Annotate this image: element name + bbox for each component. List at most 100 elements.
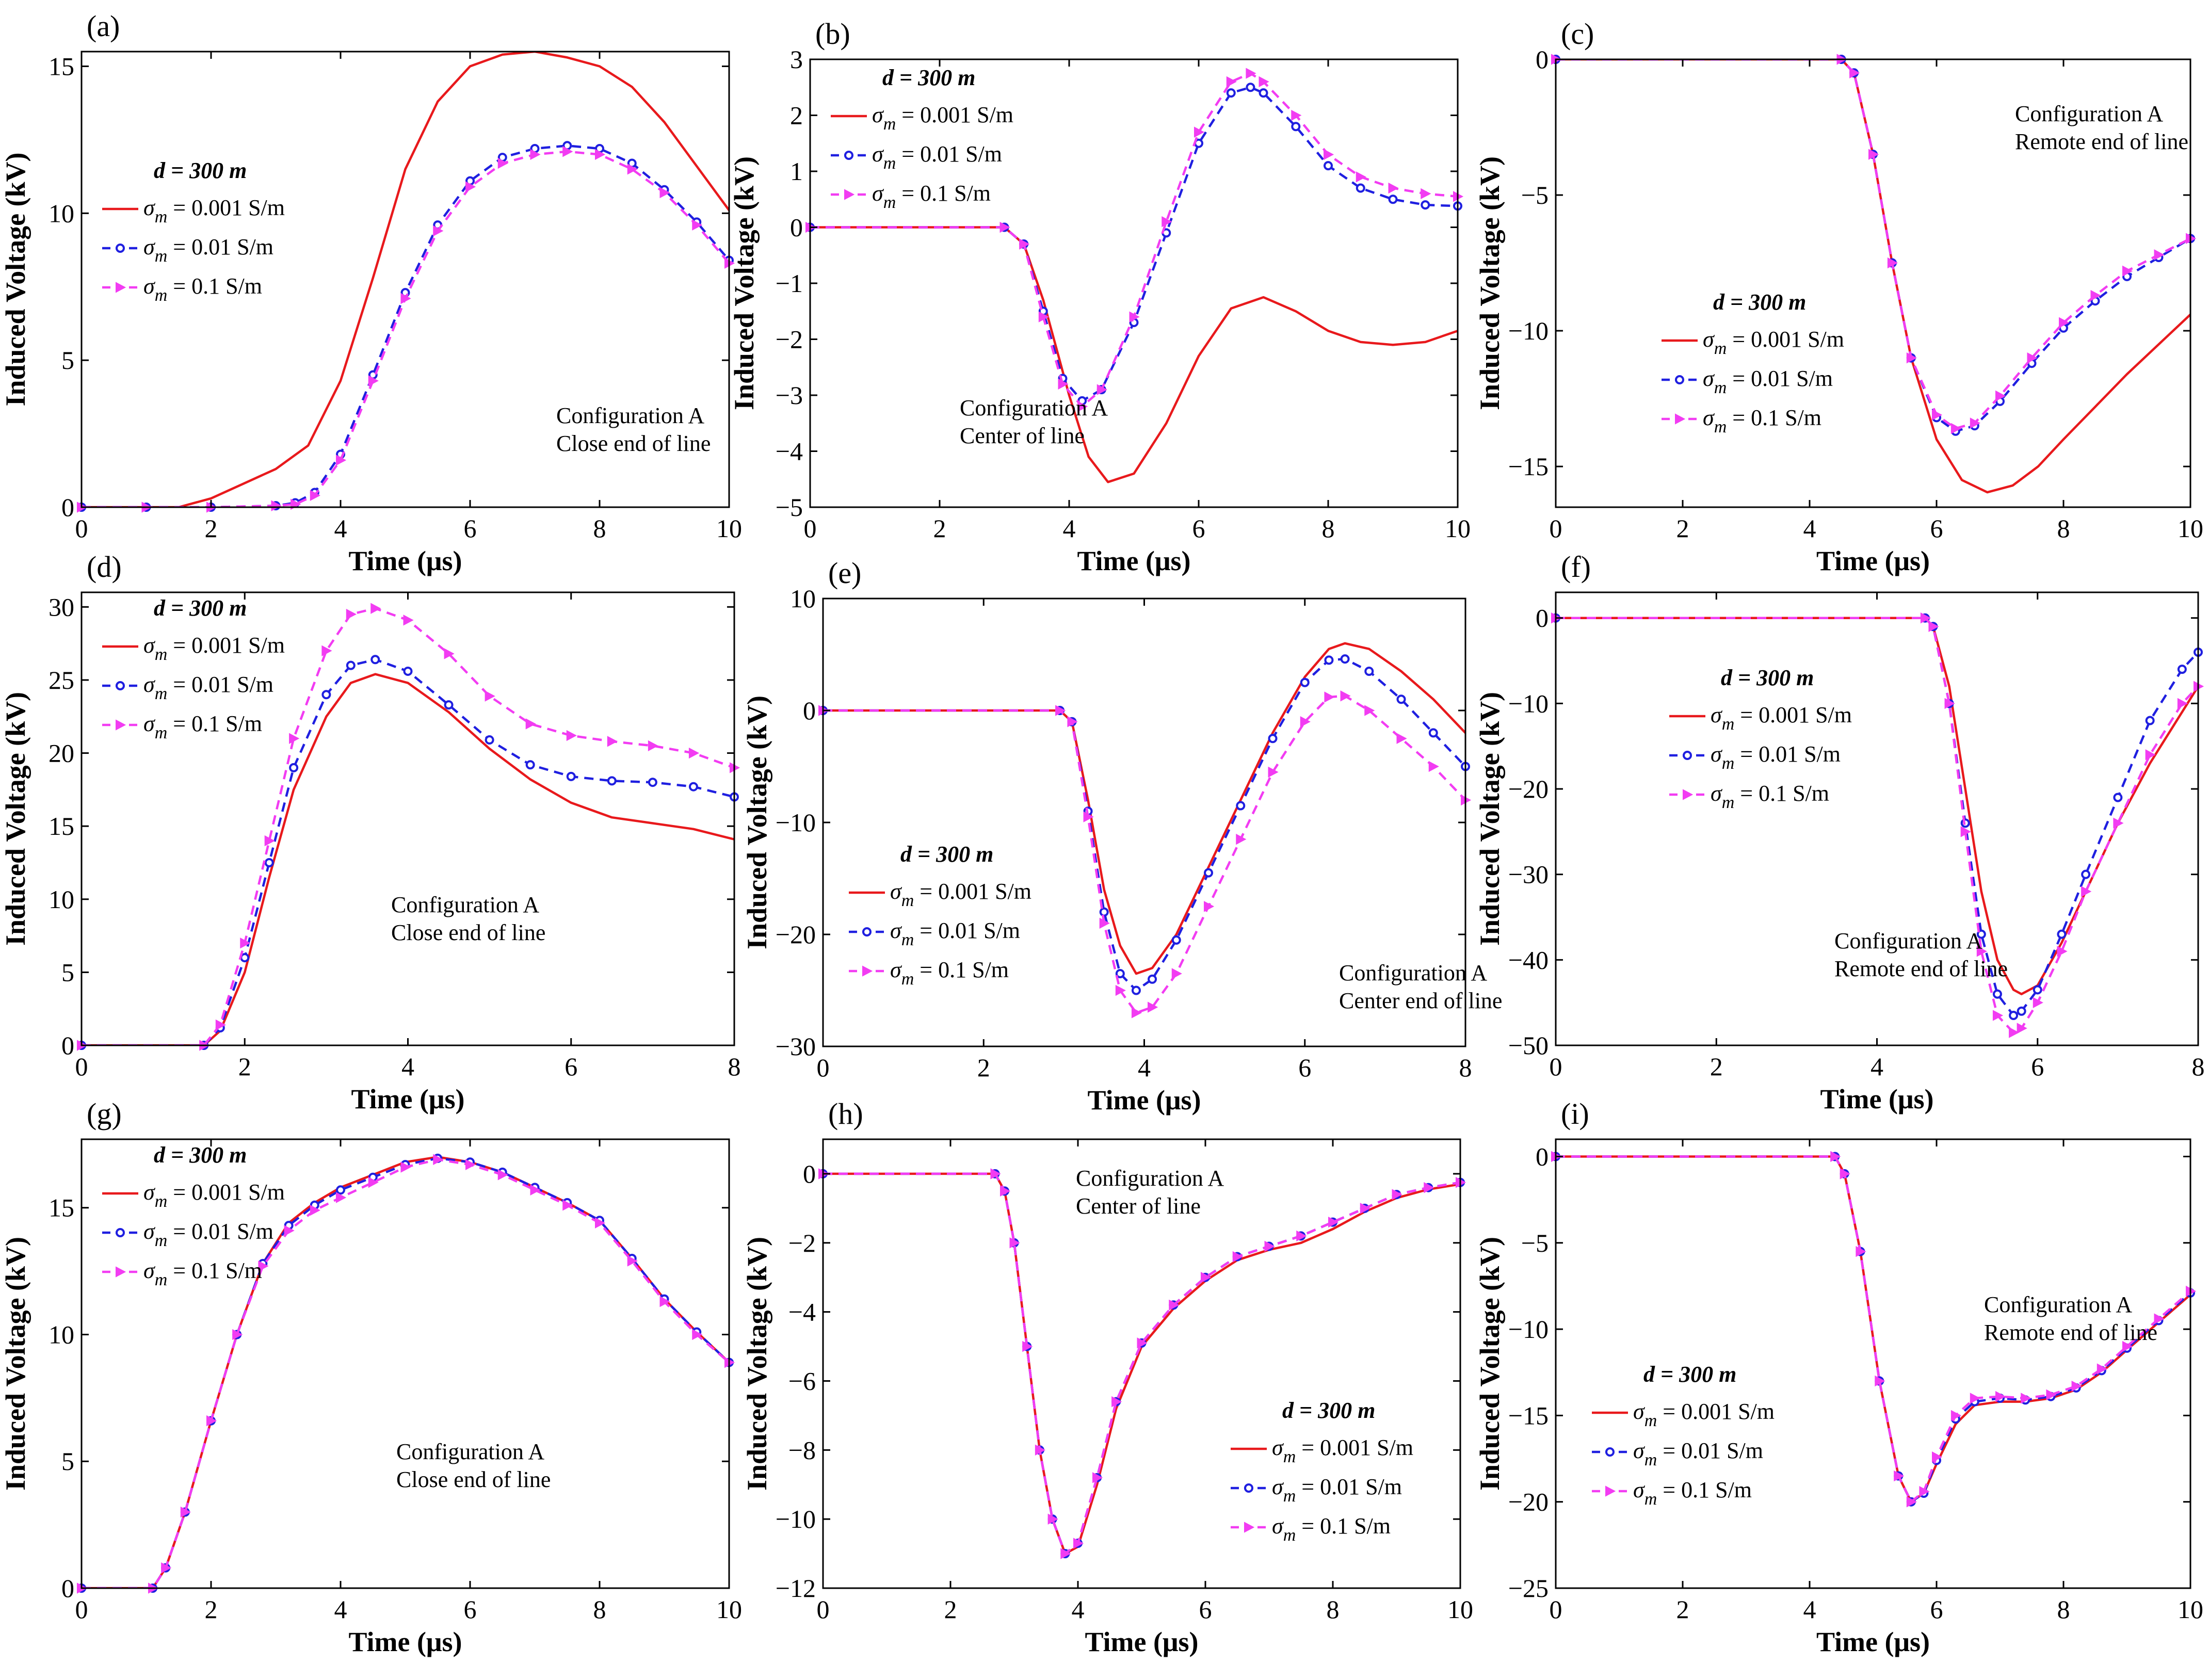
data-point [240, 938, 251, 949]
legend-title: d = 300 m [1282, 1398, 1375, 1423]
data-point [1115, 984, 1126, 996]
y-tick-label: −30 [1508, 860, 1549, 889]
legend-title: d = 300 m [154, 158, 247, 183]
y-tick-label: 0 [61, 493, 74, 522]
y-tick-label: −1 [776, 269, 803, 298]
x-tick-label: 8 [2057, 1595, 2070, 1624]
legend-label: σm = 0.1 S/m [1711, 781, 1829, 812]
data-point [1019, 238, 1030, 250]
y-tick-label: 0 [790, 213, 803, 242]
series-line [1556, 617, 2198, 995]
x-tick-label: 6 [1930, 514, 1943, 543]
legend-marker [844, 189, 855, 200]
y-tick-label: 20 [49, 739, 74, 768]
y-tick-label: 0 [61, 1031, 74, 1060]
data-point [1148, 974, 1157, 984]
series-line [1556, 59, 2190, 430]
data-point [2113, 793, 2123, 802]
data-point [180, 1506, 191, 1518]
data-point [433, 225, 444, 237]
y-tick-label: −2 [776, 325, 803, 354]
data-point [1868, 149, 1879, 160]
x-tick-label: 2 [205, 514, 218, 543]
data-point [1092, 1472, 1103, 1483]
data-point [525, 760, 535, 770]
data-point [1950, 423, 1962, 434]
y-axis-label: Induced Voltage (kV) [0, 692, 31, 946]
x-tick-label: 8 [1327, 1595, 1340, 1624]
data-point [1246, 83, 1255, 92]
panel-label: (b) [815, 17, 850, 51]
annotation-text: Configuration A [396, 1439, 544, 1464]
data-point [264, 835, 275, 847]
data-point [2033, 985, 2042, 995]
data-point [1976, 929, 1986, 939]
series-line [82, 673, 734, 1045]
data-point [1232, 1251, 1243, 1263]
data-point [403, 666, 413, 676]
legend-marker [116, 719, 126, 731]
data-point [485, 735, 494, 745]
data-point [1058, 378, 1069, 390]
data-point [1097, 384, 1107, 395]
x-tick-label: 4 [1871, 1052, 1883, 1081]
data-point [648, 740, 659, 752]
data-point [627, 1255, 638, 1267]
legend-marker [116, 244, 125, 253]
legend-label: σm = 0.001 S/m [890, 879, 1031, 910]
series-line [82, 1158, 729, 1588]
data-point [1148, 1001, 1158, 1013]
legend-marker [1683, 751, 1692, 760]
data-point [1356, 183, 1365, 193]
series-line [1556, 617, 2198, 1034]
legend-label: σm = 0.001 S/m [1711, 702, 1852, 734]
legend-label: σm = 0.1 S/m [1272, 1513, 1391, 1545]
annotation-text: Configuration A [391, 892, 539, 917]
legend-marker [862, 927, 872, 936]
data-point [310, 1204, 320, 1216]
panel-label: (h) [828, 1097, 863, 1130]
data-point [648, 778, 657, 787]
series-line [82, 607, 734, 1045]
annotation-text: Remote end of line [1834, 956, 2008, 981]
y-axis-label: Induced Voltage (kV) [1474, 156, 1505, 410]
y-axis-label: Induced Voltage (kV) [0, 152, 31, 406]
panel-label: (c) [1561, 17, 1594, 51]
data-point [1396, 694, 1406, 704]
x-tick-label: 2 [1710, 1052, 1723, 1081]
data-point [1035, 1444, 1046, 1456]
data-point [595, 149, 606, 160]
data-point [1992, 989, 2002, 999]
x-axis-label: Time (μs) [1087, 1085, 1201, 1116]
data-point [1300, 677, 1310, 687]
y-tick-label: −15 [1508, 452, 1549, 481]
data-point [1083, 811, 1094, 822]
data-point [400, 1161, 411, 1173]
data-point [1296, 1230, 1307, 1242]
data-point [264, 858, 274, 867]
x-tick-label: 2 [1676, 1595, 1689, 1624]
x-tick-label: 6 [1298, 1053, 1311, 1082]
chart-panel: (e) 0 2 4 6 8 −30 −20 −10 0 10 Time (μs) Induced Vol… [741, 556, 1502, 1116]
y-tick-label: 10 [49, 199, 74, 228]
chart-panel: (g) 0 2 4 6 8 10 0 5 10 15 Time (μs) Induced Voltage… [0, 1097, 742, 1657]
data-point [2046, 1389, 2057, 1400]
data-point [627, 164, 638, 175]
legend: d = 300 m σm = 0.001 S/m σm = 0.01 S/m σm =… [102, 158, 285, 305]
x-axis-label: Time (μs) [348, 545, 462, 576]
data-point [433, 1154, 444, 1165]
legend-marker [116, 1266, 126, 1278]
data-point [530, 149, 541, 160]
panel-label: (g) [87, 1097, 122, 1130]
data-point [1970, 1393, 1980, 1404]
annotation-text: Configuration A [556, 403, 704, 428]
data-point [370, 603, 381, 614]
data-point [368, 375, 379, 386]
data-point [161, 1562, 172, 1574]
annotation-text: Configuration A [2015, 101, 2163, 126]
legend-title: d = 300 m [900, 842, 993, 867]
chart-panel: (d) 0 2 4 6 8 0 5 10 15 20 25 30 Time (μs) Induced Vol… [0, 550, 741, 1114]
annotation-text: Remote end of line [1984, 1320, 2157, 1345]
y-tick-label: 2 [790, 101, 803, 130]
y-tick-label: 0 [1536, 604, 1549, 633]
